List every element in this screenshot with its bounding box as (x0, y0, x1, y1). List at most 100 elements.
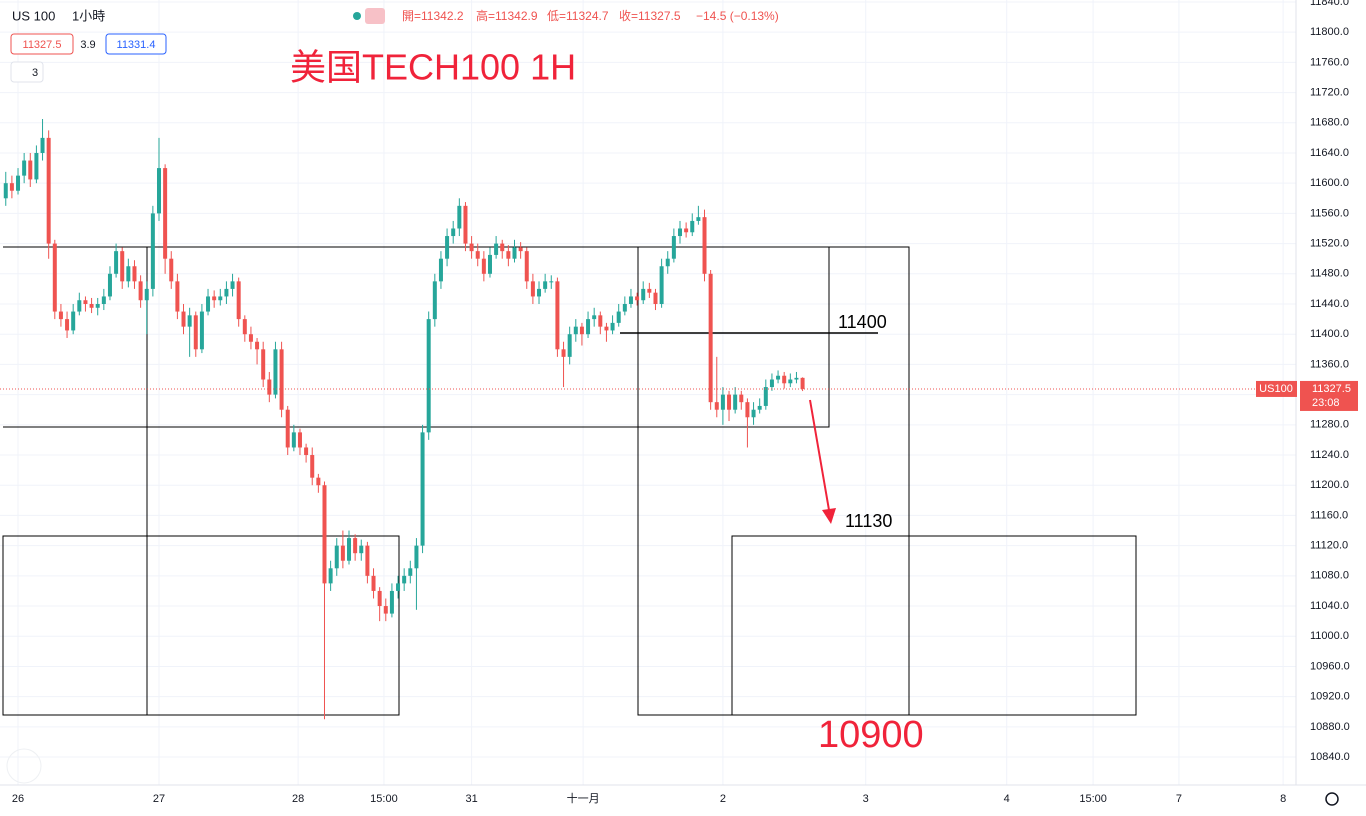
y-tick-label: 11400.0 (1310, 328, 1349, 340)
candle-body (77, 300, 82, 312)
candle-body (653, 292, 658, 305)
candle-body (782, 375, 787, 384)
candle-body (322, 485, 327, 584)
y-tick-label: 11120.0 (1310, 540, 1348, 552)
candle-body (181, 311, 186, 327)
candle-body (114, 251, 119, 274)
candle-body (555, 281, 560, 350)
candle-body (310, 455, 315, 478)
sell-price[interactable]: 11327.5 (23, 39, 62, 51)
candle-body (610, 322, 615, 331)
candles (3, 119, 805, 720)
y-tick-label: 11280.0 (1310, 419, 1349, 431)
interval: 1小時 (72, 8, 105, 23)
candle-body (156, 168, 161, 214)
y-tick-label: 11560.0 (1310, 207, 1349, 219)
y-tick-label: 11800.0 (1310, 26, 1349, 38)
countdown: 23:08 (1312, 397, 1340, 409)
candle-body (150, 213, 155, 289)
candle-body (316, 477, 321, 486)
level-label: 11130 (845, 511, 892, 531)
candle-body (138, 281, 143, 301)
ohlc-open: 開=11342.2 (402, 9, 464, 23)
candle-body (132, 266, 137, 282)
y-tick-label: 11600.0 (1310, 177, 1349, 189)
ohlc-close: 收=11327.5 (619, 9, 681, 23)
candle-body (420, 432, 425, 546)
y-tick-label: 11160.0 (1310, 509, 1348, 521)
candle-body (537, 288, 542, 297)
price-tag (1300, 380, 1358, 411)
candle-body (684, 228, 689, 233)
candle-body (524, 251, 529, 282)
x-tick-label: 十一月 (567, 791, 600, 805)
candle-body (708, 273, 713, 403)
candle-body (187, 315, 192, 327)
candle-body (230, 281, 235, 289)
candle-body (383, 606, 388, 614)
y-tick-label: 11440.0 (1310, 298, 1349, 310)
sell-box[interactable] (10, 33, 74, 55)
candle-body (727, 394, 732, 410)
candle-body (592, 315, 597, 320)
candle-body (543, 281, 548, 289)
candle-body (334, 545, 339, 569)
x-tick-label: 8 (1280, 793, 1286, 805)
level-label: 10900 (818, 714, 924, 756)
candle-body (58, 311, 63, 320)
candle-body (273, 349, 278, 395)
candle-body (494, 243, 499, 255)
status-dot (353, 12, 361, 20)
x-tick-label: 3 (863, 793, 869, 805)
candle-body (389, 590, 394, 614)
candle-body (199, 311, 204, 350)
candle-body (616, 311, 621, 323)
candle-body (567, 334, 572, 357)
candle-body (22, 160, 27, 176)
candle-body (89, 304, 94, 308)
candle-body (720, 394, 725, 410)
candle-body (794, 377, 799, 380)
drawing-box (731, 535, 1137, 716)
candle-body (475, 251, 480, 259)
candle-body (500, 243, 505, 252)
candle-body (671, 236, 676, 259)
candle-body (365, 545, 370, 576)
candle-body (3, 183, 8, 199)
candle-body (52, 243, 57, 312)
spread: 3.9 (80, 39, 95, 51)
chart-title: 美国TECH100 1H (290, 47, 576, 88)
indicator-toggle[interactable] (10, 61, 44, 83)
candle-body (635, 296, 640, 301)
arrow (809, 399, 830, 511)
ohlc-change: −14.5 (−0.13%) (696, 9, 779, 23)
candle-body (451, 228, 456, 237)
icon[interactable] (6, 748, 42, 784)
candle-body (733, 394, 738, 410)
y-tick-label: 11760.0 (1310, 56, 1349, 68)
candle-body (212, 296, 217, 301)
candle-body (218, 296, 223, 301)
candle-body (438, 258, 443, 282)
buy-box[interactable] (105, 33, 167, 55)
candle-body (579, 326, 584, 335)
candle-body (739, 394, 744, 403)
candle-body (677, 228, 682, 237)
y-tick-label: 11000.0 (1310, 630, 1349, 642)
candle-body (745, 402, 750, 418)
buy-price[interactable]: 11331.4 (117, 39, 156, 51)
price-tag-text: 11327.5 (1312, 383, 1351, 395)
indicator-count[interactable]: 3 (32, 67, 38, 79)
candle-body (408, 568, 413, 576)
candle-body (285, 409, 290, 448)
y-tick-label: 11080.0 (1310, 570, 1349, 582)
settings-icon[interactable] (1325, 792, 1339, 806)
candle-body (702, 217, 707, 274)
candle-body (107, 273, 112, 297)
candle-body (71, 311, 76, 331)
candle-body (573, 326, 578, 335)
candle-body (297, 432, 302, 448)
candle-body (95, 304, 100, 308)
candle-body (347, 538, 352, 561)
